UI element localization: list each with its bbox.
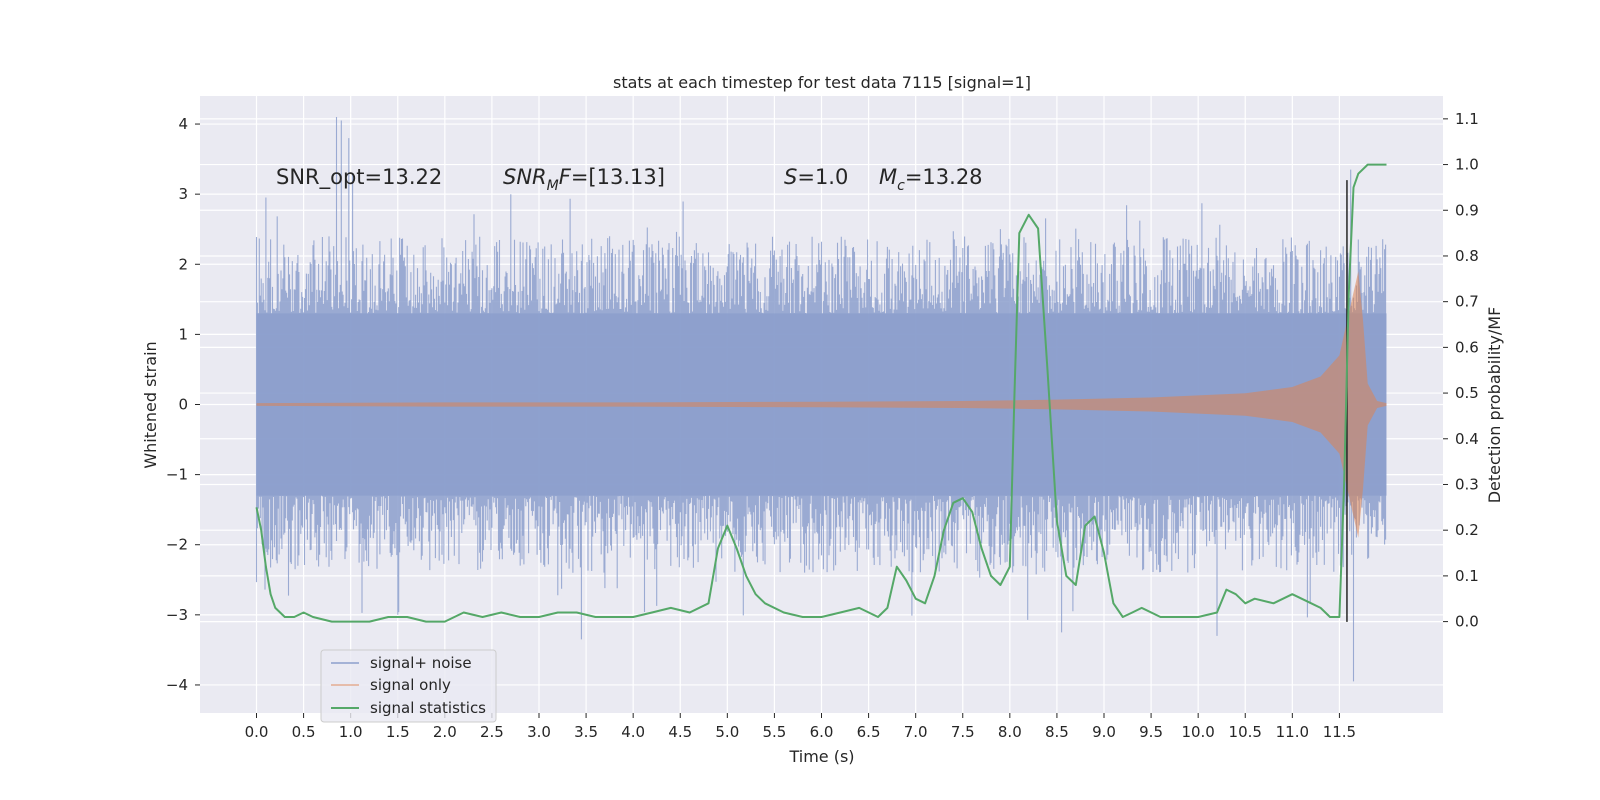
y2-tick-label: 0.0 [1455, 613, 1479, 631]
y2-axis-title: Detection probability/MF [1485, 307, 1504, 504]
legend-label-signal: signal only [370, 676, 451, 694]
y-tick-label: 1 [178, 325, 188, 343]
y2-tick-label: 0.9 [1455, 201, 1479, 219]
annotation-snr-mf: SNRMF=[13.13] [503, 165, 665, 194]
x-tick-label: 0.0 [245, 723, 269, 741]
svg-text:Mc=13.28: Mc=13.28 [879, 165, 983, 194]
x-tick-label: 6.0 [810, 723, 834, 741]
x-tick-label: 3.0 [527, 723, 551, 741]
x-tick-label: 6.5 [857, 723, 881, 741]
x-tick-label: 4.5 [668, 723, 692, 741]
y2-tick-label: 0.4 [1455, 430, 1479, 448]
y-tick-label: −4 [166, 676, 188, 694]
y2-tick-label: 0.6 [1455, 338, 1479, 356]
x-tick-label: 1.0 [339, 723, 363, 741]
svg-text:S=1.0: S=1.0 [784, 165, 848, 189]
y-tick-label: 3 [178, 185, 188, 203]
y-axis-right: 1.1 1.0 0.9 0.8 0.7 0.6 0.5 0.4 0.3 0.2 0.1 0.0 [1443, 110, 1479, 631]
x-tick-label: 4.0 [621, 723, 645, 741]
signal-statistics-series [255, 163, 1387, 623]
x-tick-label: 7.0 [904, 723, 928, 741]
chart-title: stats at each timestep for test data 711… [613, 73, 1031, 92]
x-tick-label: 5.5 [762, 723, 786, 741]
signal-only-series [256, 271, 1387, 538]
y-tick-label: 2 [178, 255, 188, 273]
y2-tick-label: 1.0 [1455, 156, 1479, 174]
y-tick-label: −1 [166, 466, 188, 484]
y2-tick-label: 0.5 [1455, 384, 1479, 402]
signal-envelope [256, 271, 1387, 538]
x-axis-title: Time (s) [788, 747, 854, 766]
y2-tick-label: 0.7 [1455, 293, 1479, 311]
y-axis-title: Whitened strain [141, 341, 160, 468]
snr-mf-value: =[13.13] [571, 165, 665, 189]
y-tick-label: 4 [178, 115, 188, 133]
x-tick-label: 11.0 [1276, 723, 1309, 741]
x-tick-label: 3.5 [574, 723, 598, 741]
annotation-s: S=1.0 [784, 165, 848, 189]
stats-line [255, 163, 1387, 623]
x-tick-label: 9.5 [1139, 723, 1163, 741]
y2-tick-label: 0.1 [1455, 567, 1479, 585]
legend: signal+ noise signal only signal statist… [320, 649, 497, 723]
y2-tick-label: 0.3 [1455, 475, 1479, 493]
x-tick-label: 10.5 [1229, 723, 1262, 741]
svg-text:SNRMF=[13.13]: SNRMF=[13.13] [503, 165, 665, 194]
x-axis: 0.0 0.5 1.0 1.5 2.0 2.5 3.0 3.5 4.0 4.5 5.0 5.5 6.0 6… [245, 713, 1356, 741]
x-tick-label: 1.5 [386, 723, 410, 741]
annotation-snr-opt: SNR_opt=13.22 [276, 165, 442, 190]
x-tick-label: 9.0 [1092, 723, 1116, 741]
legend-box [320, 649, 497, 723]
mc-value: =13.28 [905, 165, 983, 189]
y2-tick-label: 0.2 [1455, 521, 1479, 539]
x-tick-label: 7.5 [951, 723, 975, 741]
x-tick-label: 8.0 [998, 723, 1022, 741]
x-tick-label: 2.5 [480, 723, 504, 741]
s-value: =1.0 [797, 165, 848, 189]
legend-label-stats: signal statistics [370, 699, 486, 717]
x-tick-label: 5.0 [715, 723, 739, 741]
x-tick-label: 2.0 [433, 723, 457, 741]
x-tick-label: 11.5 [1323, 723, 1356, 741]
y-axis-left: 4 3 2 1 0 −1 −2 −3 −4 [166, 115, 200, 694]
y2-tick-label: 0.8 [1455, 247, 1479, 265]
annotation-mc: Mc=13.28 [879, 165, 983, 194]
y-tick-label: −2 [166, 536, 188, 554]
x-tick-label: 8.5 [1045, 723, 1069, 741]
y-tick-label: 0 [178, 396, 188, 414]
x-tick-label: 0.5 [292, 723, 316, 741]
y-tick-label: −3 [166, 606, 188, 624]
y2-tick-label: 1.1 [1455, 110, 1479, 128]
legend-label-noise: signal+ noise [370, 654, 472, 672]
x-tick-label: 10.0 [1181, 723, 1214, 741]
